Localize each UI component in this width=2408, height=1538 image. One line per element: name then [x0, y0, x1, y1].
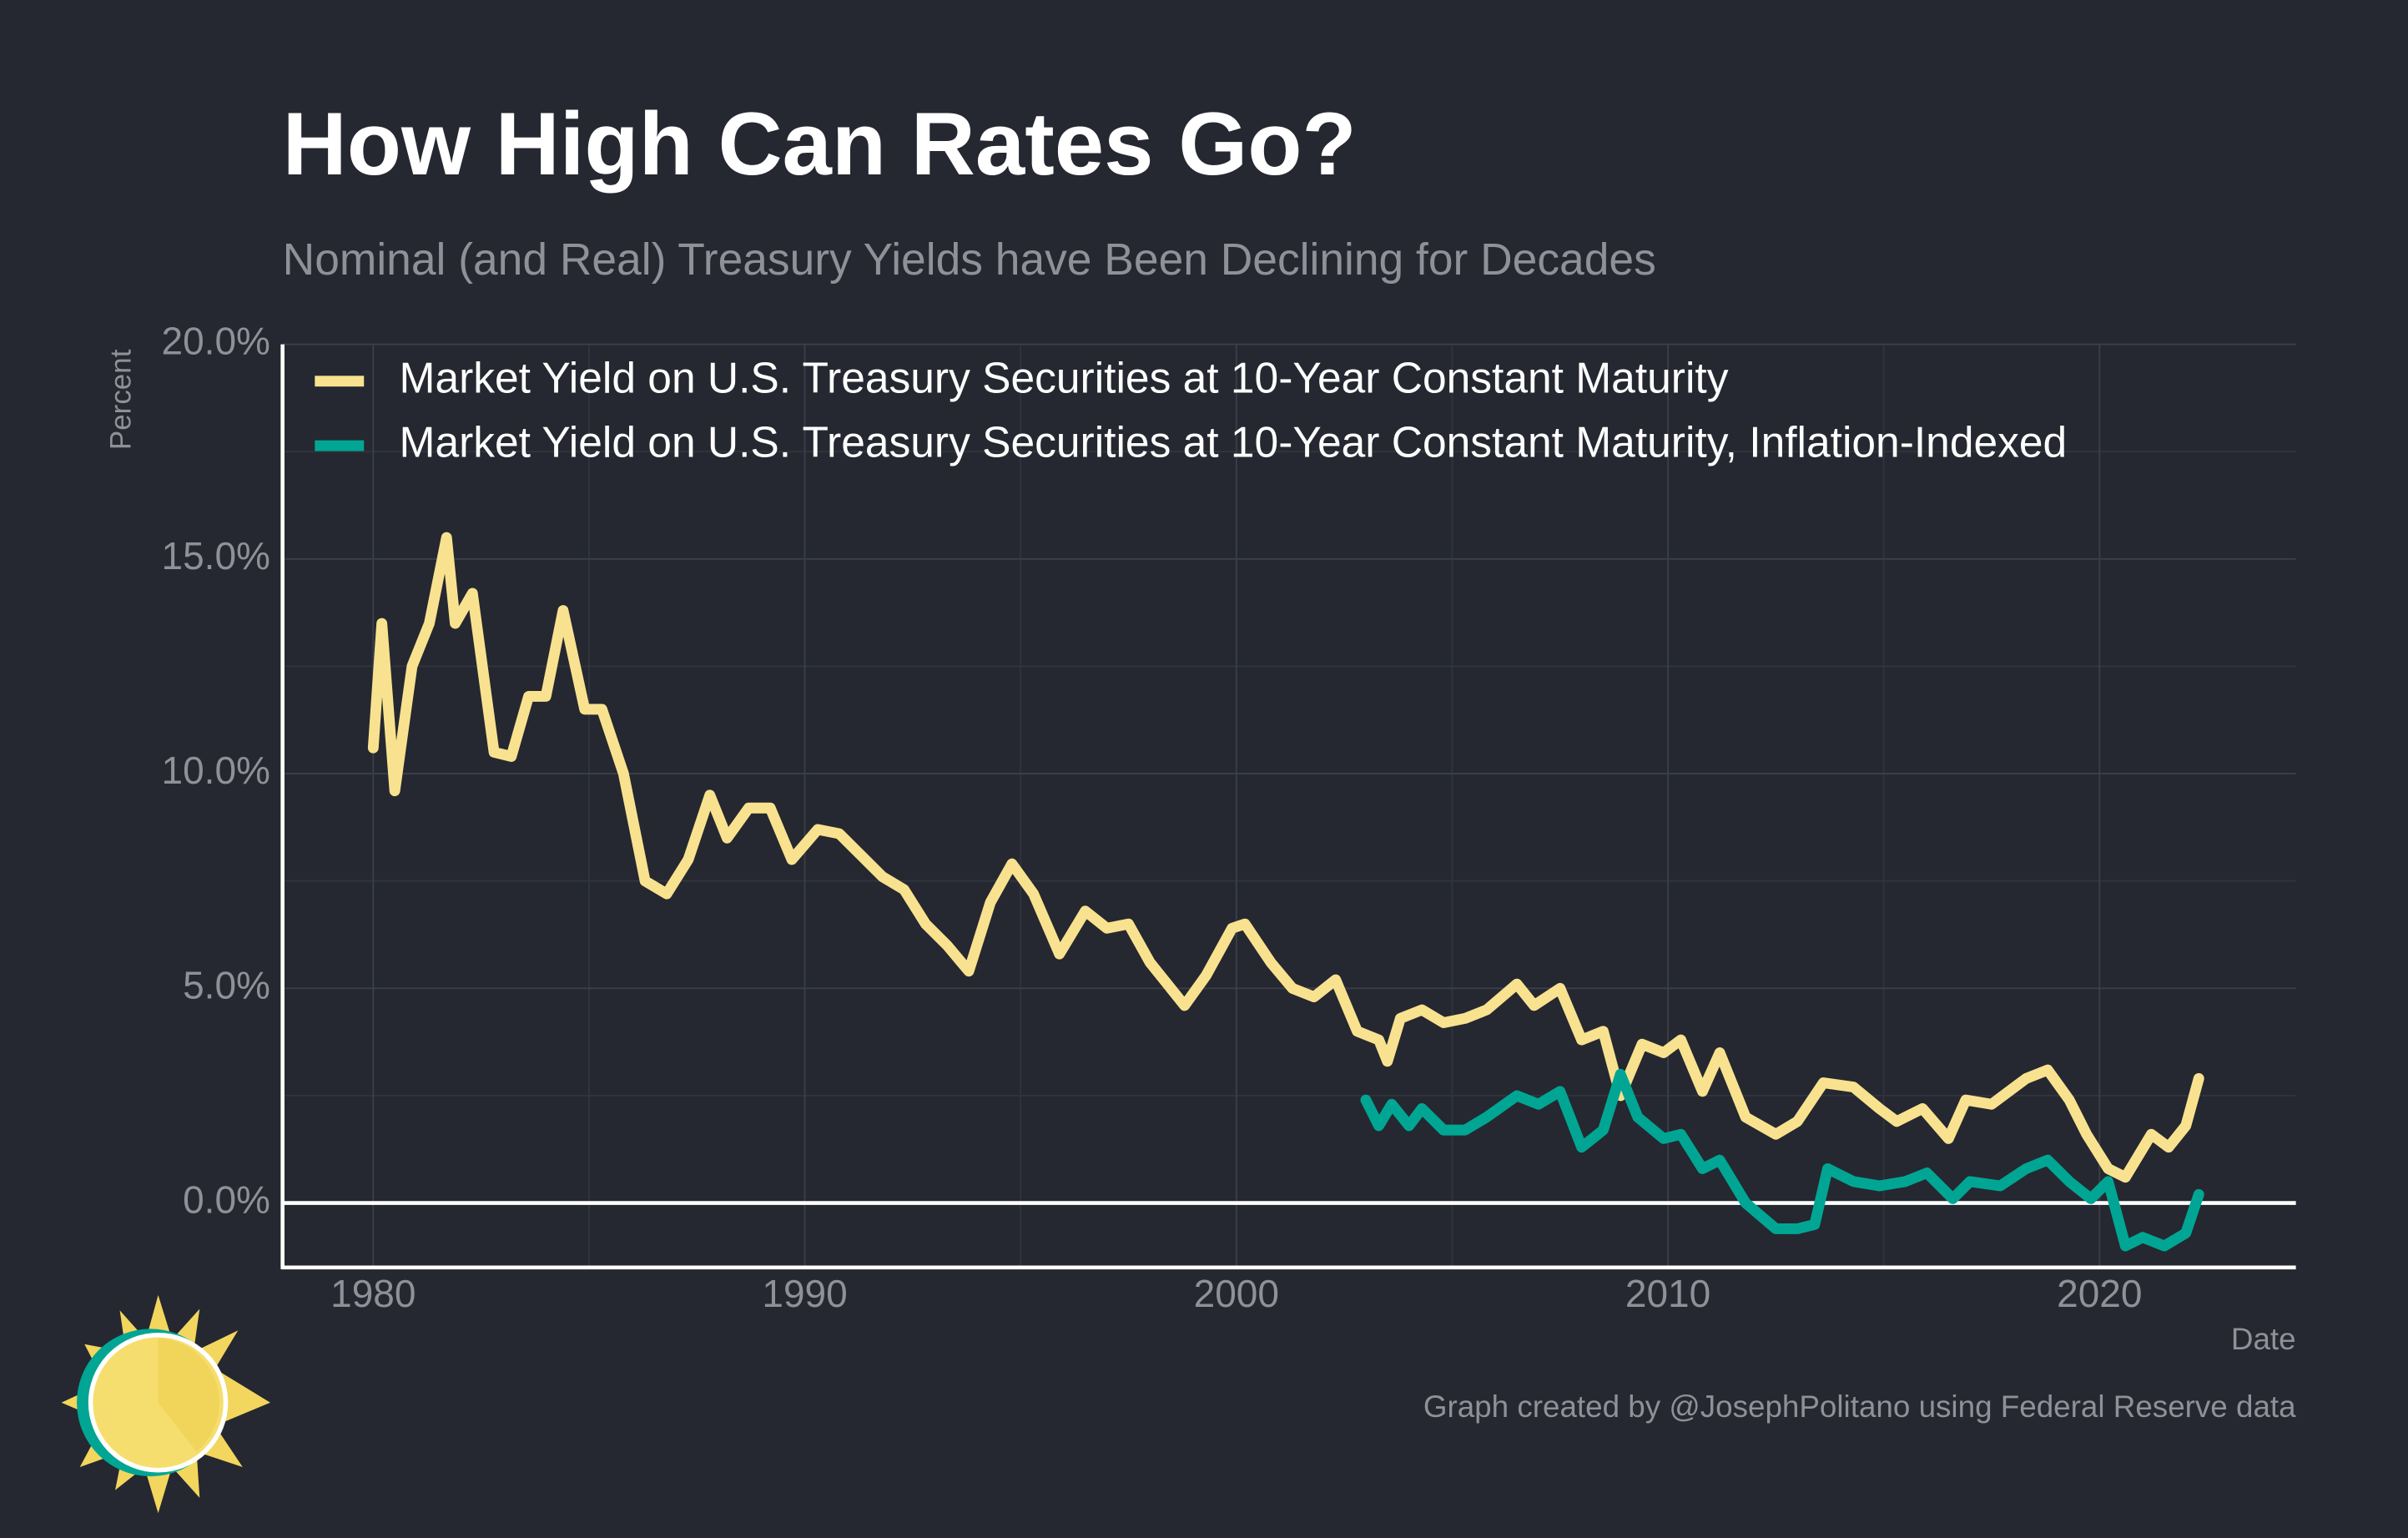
- x-axis-label: Date: [2231, 1322, 2296, 1356]
- chart-title: How High Can Rates Go?: [283, 93, 1357, 194]
- y-tick-label: 5.0%: [183, 963, 270, 1006]
- y-axis-label: Percent: [104, 349, 137, 450]
- legend-swatch: [315, 376, 365, 387]
- y-tick-label: 10.0%: [162, 749, 270, 792]
- legend-label: Market Yield on U.S. Treasury Securities…: [400, 353, 1729, 401]
- y-tick-label: 0.0%: [183, 1178, 270, 1222]
- logo: [61, 1294, 270, 1514]
- x-tick-label: 1990: [762, 1272, 847, 1315]
- legend-swatch: [315, 440, 365, 451]
- x-tick-label: 2020: [2057, 1272, 2142, 1315]
- caption: Graph created by @JosephPolitano using F…: [1423, 1389, 2296, 1424]
- x-tick-label: 1980: [330, 1272, 416, 1315]
- legend-label: Market Yield on U.S. Treasury Securities…: [400, 418, 2068, 466]
- y-tick-label: 15.0%: [162, 534, 270, 577]
- x-tick-label: 2000: [1194, 1272, 1279, 1315]
- chart-subtitle: Nominal (and Real) Treasury Yields have …: [283, 235, 1656, 285]
- x-tick-label: 2010: [1625, 1272, 1710, 1315]
- data-line: [367, 532, 2204, 1183]
- y-tick-label: 20.0%: [162, 320, 270, 363]
- data-line: [1360, 1068, 2204, 1252]
- plot-area: 0.0% 5.0% 10.0% 15.0% 20.0% 1980 1990 2000 2010 2…: [162, 320, 2296, 1315]
